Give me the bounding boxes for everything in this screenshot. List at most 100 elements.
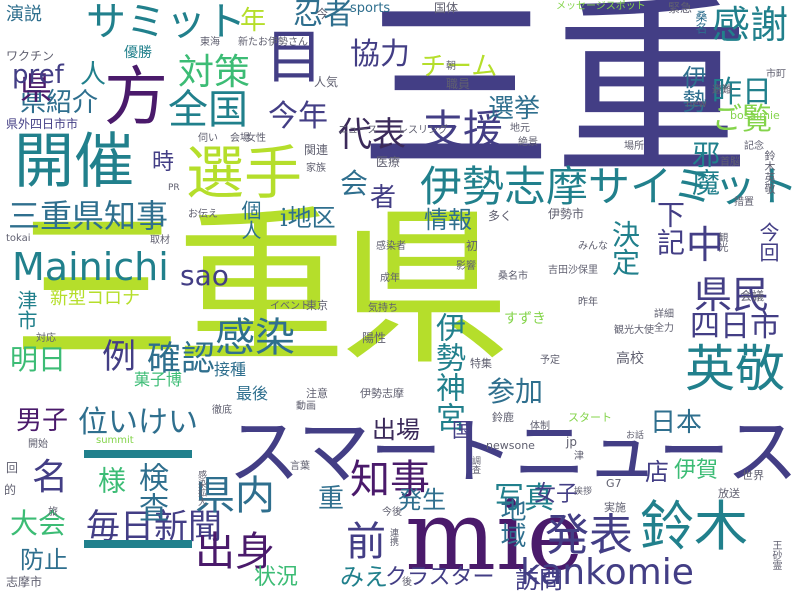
word-aisatsu: 挨拶 (574, 487, 593, 497)
word-yokkaichi: 四日市 (690, 309, 780, 344)
word-kaijou: 会場 (230, 133, 250, 144)
word-iseshima-summit: 伊勢志摩サイミット (420, 162, 799, 211)
word-shokuin: 職員 (446, 77, 471, 91)
word-mainichi-shinbun: 毎日新聞 (86, 507, 222, 547)
word-taiou: 対応 (36, 333, 56, 344)
word-jama: 邪魔 (688, 140, 721, 196)
word-mie-hira: みえ (340, 563, 388, 591)
word-houmon: 訪問 (515, 566, 563, 594)
word-renkei: 連携 (388, 528, 398, 546)
word-ninja: 忍者 (293, 0, 353, 32)
word-seinen: 成年 (380, 273, 400, 284)
word-konkai: 今回 (756, 222, 780, 262)
word-eikei: 英敬 (685, 340, 785, 398)
word-shusshin: 出身 (195, 529, 275, 575)
word-ise: 伊勢 (678, 65, 706, 113)
word-atarashi: 新た (238, 37, 258, 48)
word-mato: 的 (4, 483, 17, 497)
word-soshi: 措置 (734, 197, 754, 208)
word-tokai-latin: tokai (6, 233, 31, 244)
word-shutsujo: 出場 (372, 416, 420, 444)
word-kanko-taishi: 観光大使 (614, 325, 654, 336)
word-new: new (686, 99, 707, 110)
word-kotoba: 言葉 (290, 461, 310, 472)
word-start: スタート (568, 411, 612, 424)
word-ichi-chiku: i地区 (280, 204, 336, 232)
word-tsu: 津 (574, 451, 584, 462)
kensa-frame (84, 450, 192, 548)
word-news-kana: ニュース (338, 125, 378, 136)
word-chiimu: チーム (420, 52, 498, 82)
word-ninki: 人気 (314, 75, 339, 89)
word-g7: G7 (606, 477, 622, 490)
word-sama: 様 (94, 466, 127, 494)
word-hoso: 放送 (718, 487, 740, 500)
word-happyo: 発表 (545, 510, 633, 561)
word-kakinohira: 下記 (653, 200, 686, 256)
word-bosaimie: bosaimie (730, 109, 780, 122)
word-kuwana2: 桑名市 (498, 271, 528, 282)
word-yotei: 予定 (540, 355, 560, 366)
word-kanren: 関連 (304, 143, 329, 157)
word-suzuka-aru: すずき (504, 311, 546, 327)
word-sakunen: 昨年 (578, 297, 598, 308)
word-mei: 名 (32, 457, 69, 498)
word-wrestling: レスリング (398, 125, 448, 136)
word-kaishi: 開始 (28, 439, 48, 450)
word-sakujitsu: 昨日 (712, 75, 772, 110)
word-hanashi: お話 (626, 431, 645, 441)
word-shimashi: 志摩市 (6, 575, 43, 589)
word-boushi: 防止 (20, 546, 68, 574)
word-shashin: 写真 (494, 481, 554, 516)
word-tsu-shi: 津市 (14, 290, 38, 330)
word-chousa: 調査 (470, 456, 480, 474)
word-tokai: 東海 (200, 37, 220, 48)
word-ukagai: 伺い (198, 133, 218, 144)
word-saigo: 最後 (236, 384, 269, 403)
word-ashita: 明日 (10, 343, 67, 376)
word-shousai: 詳細 (654, 309, 674, 320)
word-ousasaki: 王砂霊 (770, 540, 781, 570)
word-danshi: 男子 (16, 406, 69, 436)
word-ooku: 多く (488, 209, 513, 223)
word-iseshima: 伊勢志摩 (360, 387, 404, 400)
word-chiiki: 地域 (496, 496, 526, 548)
word-ise-jingu: 伊勢神宮 (430, 312, 465, 432)
word-vaccine: ワクチン (6, 49, 55, 63)
word-message-spot: メッセージスポット (556, 1, 646, 12)
word-kata: 方 (104, 61, 168, 135)
word-sanka: 参加 (487, 375, 544, 408)
word-oisesan: お伊勢さん (258, 37, 308, 48)
word-josei: 女性 (246, 133, 266, 144)
word-rei: 例 (102, 337, 136, 377)
word-iga: 伊賀 (674, 458, 719, 483)
word-juu: 重 (318, 484, 345, 514)
word-mono: 者 (370, 183, 397, 213)
word-jp: jp (566, 435, 577, 449)
word-otsutae: お伝え (188, 209, 218, 220)
word-ato: 後 (402, 577, 412, 588)
word-kensa: 検査 (133, 462, 168, 522)
word-kongo: 今後 (382, 507, 402, 518)
word-kettei: 決定 (608, 220, 641, 276)
word-chuu: 中 (686, 223, 725, 267)
word-kansen-kakudai: 感染拡大 (196, 470, 206, 506)
word-iryo: 医療 (376, 155, 401, 169)
word-nihon: 日本 (650, 408, 703, 438)
word-zenkoku: 全国 (168, 87, 248, 133)
word-shien: 支援 (423, 107, 503, 153)
word-cluster: クラスター (385, 565, 495, 590)
word-daihyo: 代表 (338, 115, 406, 155)
word-mae: 前 (346, 519, 386, 565)
word-hajime: 初 (466, 239, 479, 253)
word-shingata-corona: 新型コロナ (50, 288, 140, 309)
word-kotoshi2: 年 (240, 6, 267, 36)
word-sessyu: 接種 (214, 360, 247, 379)
word-chiji: 知事 (350, 457, 430, 503)
word-mie-ken: 三重県 (12, 191, 510, 389)
word-kansensha: 感染者 (376, 241, 406, 252)
word-suzuki: 鈴木 (640, 495, 748, 558)
word-nintei: 個人 (238, 200, 262, 240)
word-kennai: 県内 (195, 473, 275, 519)
word-shushou: 首脳 (720, 157, 740, 168)
